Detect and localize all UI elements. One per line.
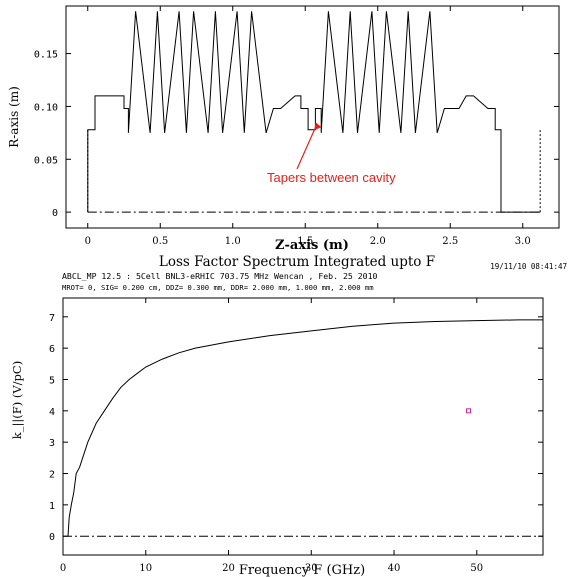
y-tick-label: 0 [52,208,58,219]
y-tick-label: 4 [49,407,55,418]
y-tick-label: 0 [49,532,55,543]
plot-lines [87,11,541,213]
x-tick-label: 30 [305,563,318,574]
annotation-arrowhead [314,122,322,131]
y-tick-label: 7 [49,313,55,324]
annotations: Tapers between cavity [267,122,396,185]
plot-lines [63,319,543,537]
annotation-arrow [296,124,318,170]
x-axis-label: Z-axis (m) [275,238,349,253]
data-marker [466,408,472,414]
timestamp: 19/11/10 08:41:47 [490,262,567,271]
y-tick-label: 0.05 [34,155,58,166]
axis-ticks: 0 10 20 30 40 50 0 1 2 3 4 5 6 7 [49,298,543,574]
x-tick-label: 0.5 [152,236,168,247]
cavity-geometry-chart: 0 0.5 1.0 1.5 2.0 2.5 3.0 0 0.05 0.10 0.15 Tapers … [7,5,560,253]
y-tick-label: 0.15 [34,50,58,61]
y-tick-label: 0.10 [34,102,58,113]
axis-ticks: 0 0.5 1.0 1.5 2.0 2.5 3.0 0 0.05 0.10 0.15 [34,6,559,247]
series-line [87,11,541,213]
y-tick-label: 1 [49,501,55,512]
x-tick-label: 1.5 [297,236,313,247]
y-axis-label: R-axis (m) [7,86,21,148]
x-tick-label: 3.0 [515,236,531,247]
x-tick-label: 50 [470,563,483,574]
x-axis-label: Frequency F (GHz) [239,563,365,577]
subtitle-line-1: ABCL_MP 12.5 : 5Cell BNL3-eRHIC 703.75 M… [62,271,378,281]
plot-frame [65,5,560,229]
y-tick-label: 6 [49,344,55,355]
x-tick-label: 2.0 [370,236,386,247]
loss-factor-chart: Loss Factor Spectrum Integrated upto F 1… [10,254,567,577]
series-line [67,319,543,537]
y-tick-label: 3 [49,438,55,449]
annotation-text: Tapers between cavity [267,170,396,185]
x-tick-label: 20 [222,563,235,574]
x-tick-label: 2.5 [442,236,458,247]
x-tick-label: 0 [85,236,91,247]
plot-frame [62,297,544,556]
x-tick-label: 0 [60,563,66,574]
x-tick-label: 1.0 [225,236,241,247]
x-tick-label: 10 [139,563,152,574]
y-tick-label: 5 [49,375,55,386]
subtitle-line-2: MROT= 0, SIG= 0.200 cm, DDZ= 0.300 mm, D… [62,283,374,292]
chart-title: Loss Factor Spectrum Integrated upto F [159,254,435,270]
x-tick-label: 40 [388,563,401,574]
marker-group [466,408,472,414]
y-axis-label: k_||(F) (V/pC) [10,361,25,439]
y-tick-label: 2 [49,470,55,481]
